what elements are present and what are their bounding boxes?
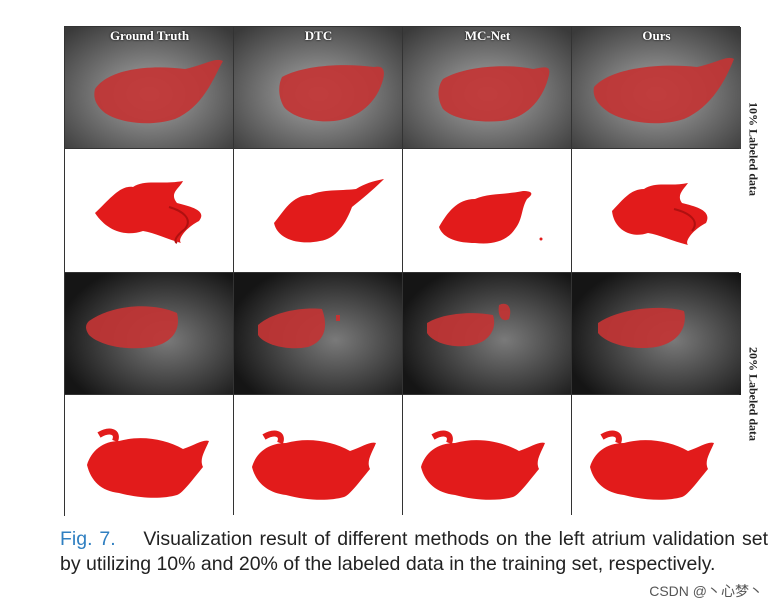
watermark: CSDN @丶心梦丶 (649, 583, 763, 599)
render-10-ours (572, 149, 741, 273)
mri-20-ground-truth (65, 273, 234, 395)
row-label-10: 10% Labeled data (740, 26, 766, 272)
divider (402, 27, 403, 515)
column-title-mc-net: MC-Net (464, 28, 511, 43)
figure-caption: Fig. 7. Visualization result of differen… (60, 527, 768, 577)
row-label-10-text: 10% Labeled data (746, 101, 761, 196)
divider (65, 272, 739, 273)
mri-20-mc-net (403, 273, 572, 395)
row-label-20: 20% Labeled data (740, 272, 766, 516)
render-20-mc-net (403, 395, 572, 517)
mri-10-ground-truth (65, 27, 234, 149)
divider (233, 27, 234, 515)
mri-10-ours (572, 27, 741, 149)
render-10-dtc (234, 149, 403, 273)
divider (65, 148, 739, 149)
render-10-ground-truth (65, 149, 234, 273)
row-label-20-text: 20% Labeled data (746, 346, 761, 441)
figure-grid: Ground Truth DTC MC-Net Ours (64, 26, 741, 517)
mri-10-mc-net (403, 27, 572, 149)
render-20-ground-truth (65, 395, 234, 517)
caption-text: Visualization result of different method… (60, 528, 769, 575)
mri-10-dtc (234, 27, 403, 149)
divider (571, 27, 572, 515)
render-10-mc-net (403, 149, 572, 273)
render-20-ours (572, 395, 741, 517)
divider (65, 394, 739, 395)
render-20-dtc (234, 395, 403, 517)
column-title-dtc: DTC (304, 28, 333, 43)
mri-20-ours (572, 273, 741, 395)
column-title-ours: Ours (642, 28, 671, 43)
figure-label: Fig. 7. (60, 528, 116, 550)
column-title-ground-truth: Ground Truth (109, 28, 190, 43)
mri-20-dtc (234, 273, 403, 395)
